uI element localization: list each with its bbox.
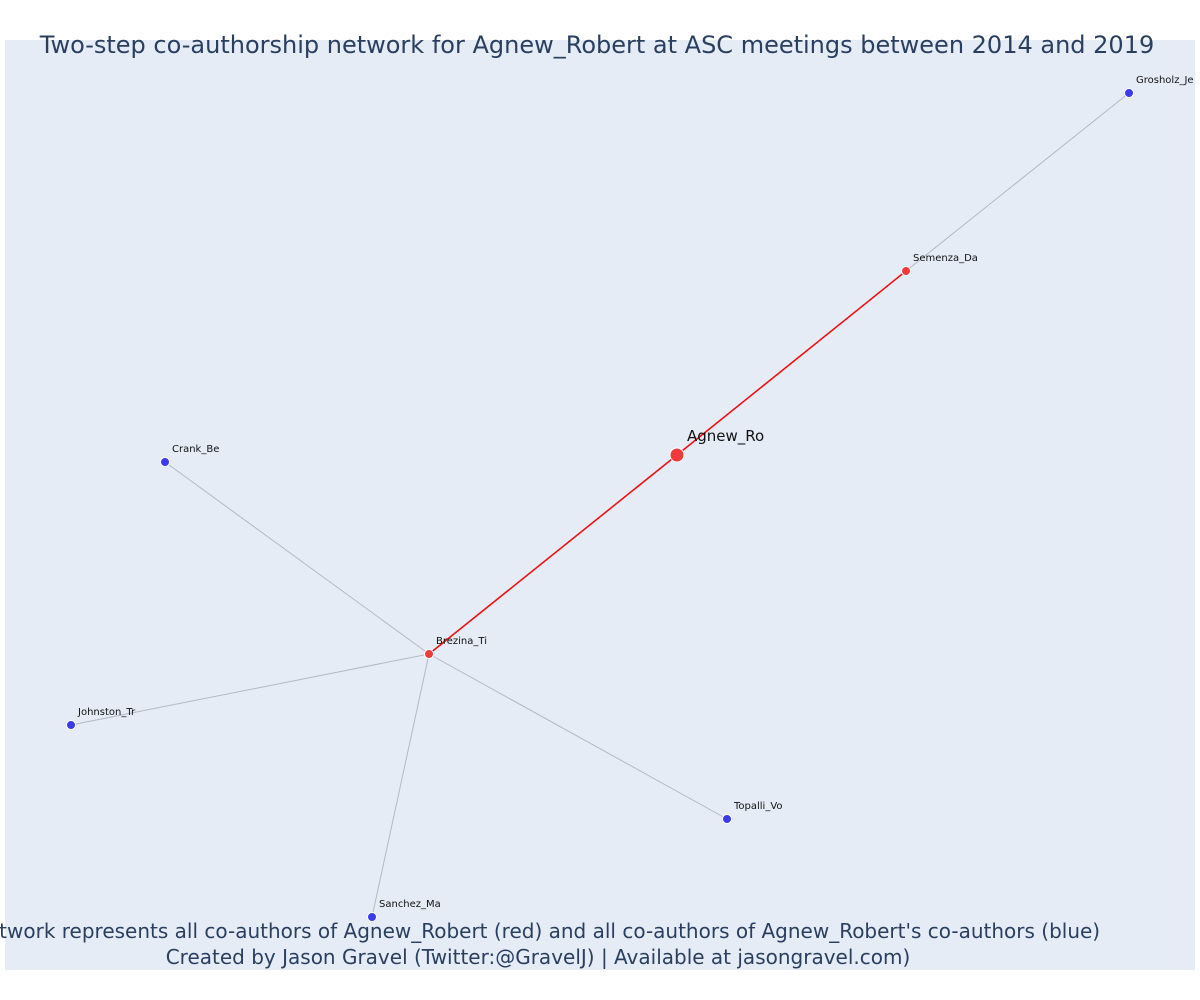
node-johnston_tr[interactable]: [66, 720, 76, 730]
node-label-agnew_ro: Agnew_Ro: [687, 427, 764, 446]
node-label-sanchez_ma: Sanchez_Ma: [379, 899, 441, 910]
node-crank_be[interactable]: [160, 457, 170, 467]
edge-agnew_ro-semenza_da: [676, 270, 907, 456]
plot-background: [5, 40, 1195, 970]
node-semenza_da[interactable]: [901, 266, 911, 276]
edge-brezina_ti-topalli_vo: [428, 653, 728, 820]
edge-brezina_ti-johnston_tr: [70, 653, 430, 726]
node-label-semenza_da: Semenza_Da: [913, 253, 978, 264]
node-label-crank_be: Crank_Be: [172, 444, 219, 455]
edge-semenza_da-grosholz_je: [905, 92, 1130, 272]
node-label-johnston_tr: Johnston_Tr: [77, 707, 136, 718]
edges-layer: [70, 92, 1130, 918]
caption-line-1: Network represents all co-authors of Agn…: [0, 919, 1100, 943]
node-agnew_ro[interactable]: [669, 447, 685, 463]
node-label-brezina_ti: Brezina_Ti: [436, 636, 487, 647]
edge-brezina_ti-sanchez_ma: [371, 653, 430, 918]
caption-line-2: Created by Jason Gravel (Twitter:@Gravel…: [166, 945, 911, 969]
node-label-topalli_vo: Topalli_Vo: [733, 801, 783, 812]
edge-agnew_ro-brezina_ti: [428, 454, 678, 655]
node-topalli_vo[interactable]: [722, 814, 732, 824]
node-grosholz_je[interactable]: [1124, 88, 1134, 98]
labels-layer: Agnew_Ro Semenza_Da Brezina_Ti Grosholz_Je C…: [77, 75, 1194, 910]
node-brezina_ti[interactable]: [424, 649, 434, 659]
nodes-layer: [66, 88, 1134, 922]
chart-title: Two-step co-authorship network for Agnew…: [39, 31, 1154, 59]
node-label-grosholz_je: Grosholz_Je: [1136, 75, 1194, 86]
node-sanchez_ma[interactable]: [367, 912, 377, 922]
edge-brezina_ti-crank_be: [164, 461, 430, 655]
